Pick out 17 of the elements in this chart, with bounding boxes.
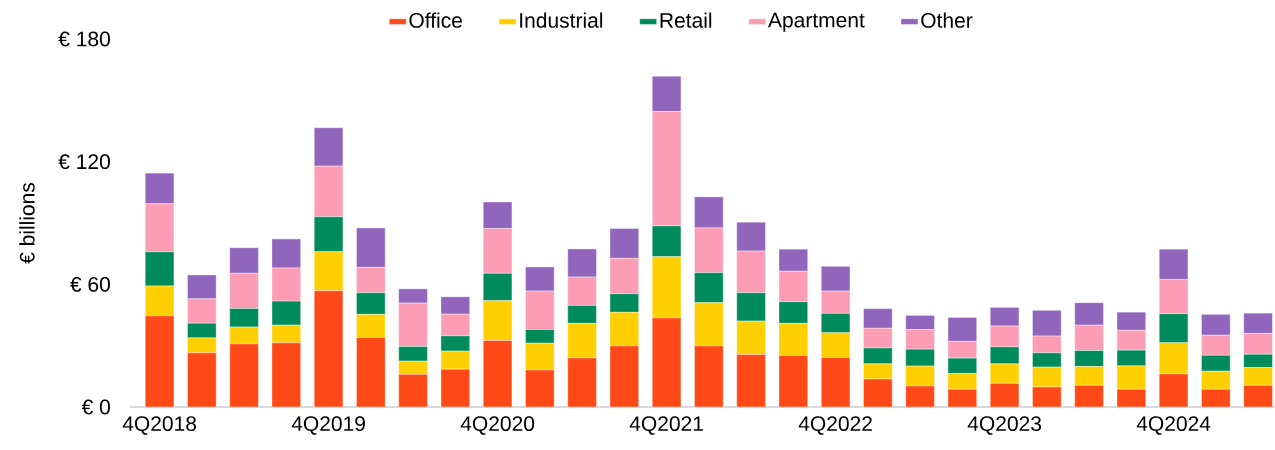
x-tick-label: 4Q2019	[291, 416, 365, 435]
y-axis-title: € billions	[19, 182, 35, 264]
y-tick-label: € 120	[58, 154, 110, 170]
x-tick-label: 4Q2018	[122, 416, 197, 435]
legend-label: Other	[921, 12, 973, 28]
x-tick-label: 4Q2023	[967, 416, 1042, 435]
y-tick-label: € 0	[81, 399, 110, 415]
x-tick-label: 4Q2021	[629, 416, 703, 435]
x-tick-label: 4Q2024	[1136, 416, 1211, 435]
legend-label: Apartment	[768, 12, 865, 32]
y-tick-label: € 60	[70, 276, 110, 292]
legend-label: Retail	[660, 12, 712, 28]
legend-label: Industrial	[520, 12, 603, 28]
legend-label: Office	[409, 12, 462, 28]
y-tick-label: € 180	[58, 31, 110, 47]
x-tick-label: 4Q2022	[798, 416, 872, 435]
x-tick-label: 4Q2020	[460, 416, 535, 435]
